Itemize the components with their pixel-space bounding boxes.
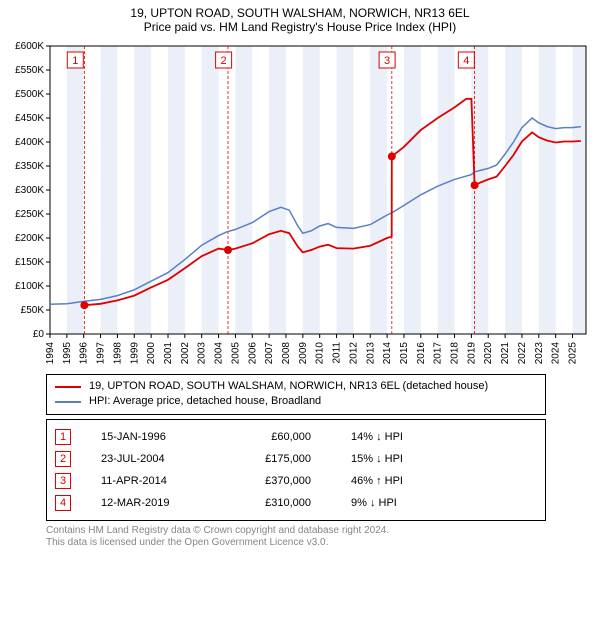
svg-text:2022: 2022 — [517, 342, 528, 365]
transaction-row: 2 23-JUL-2004£175,00015% ↓ HPI — [55, 448, 537, 470]
line-chart: £0 £50K £100K £150K £200K £250K £300K £350K £400… — [8, 38, 592, 368]
svg-text:2011: 2011 — [332, 342, 343, 364]
legend-swatch — [55, 401, 81, 403]
transaction-row: 1 15-JAN-1996£60,00014% ↓ HPI — [55, 426, 537, 448]
svg-text:2021: 2021 — [500, 342, 511, 365]
legend-item: HPI: Average price, detached house, Broa… — [55, 394, 537, 409]
transaction-diff: 14% ↓ HPI — [351, 431, 491, 443]
svg-text:£0: £0 — [33, 329, 45, 340]
legend: 19, UPTON ROAD, SOUTH WALSHAM, NORWICH, … — [46, 374, 546, 415]
transaction-marker: 2 — [55, 451, 71, 467]
svg-text:2023: 2023 — [534, 342, 545, 365]
svg-text:2017: 2017 — [433, 342, 444, 365]
svg-text:2024: 2024 — [551, 342, 562, 365]
svg-text:2003: 2003 — [197, 342, 208, 365]
svg-text:2025: 2025 — [568, 342, 579, 365]
svg-text:£450K: £450K — [15, 113, 44, 124]
transaction-row: 3 11-APR-2014£370,00046% ↑ HPI — [55, 470, 537, 492]
transaction-row: 4 12-MAR-2019£310,0009% ↓ HPI — [55, 492, 537, 514]
svg-text:1999: 1999 — [129, 342, 140, 365]
transaction-date: 15-JAN-1996 — [101, 431, 241, 443]
svg-text:2: 2 — [221, 55, 227, 67]
svg-text:2009: 2009 — [298, 342, 309, 365]
svg-text:2020: 2020 — [483, 342, 494, 365]
svg-text:2012: 2012 — [348, 342, 359, 365]
svg-text:1995: 1995 — [62, 342, 73, 365]
transaction-diff: 15% ↓ HPI — [351, 453, 491, 465]
svg-text:£50K: £50K — [21, 305, 45, 316]
svg-text:£400K: £400K — [15, 137, 44, 148]
svg-text:2004: 2004 — [214, 342, 225, 365]
svg-text:2000: 2000 — [146, 342, 157, 365]
svg-text:£500K: £500K — [15, 89, 44, 100]
transaction-price: £60,000 — [241, 431, 351, 443]
svg-text:£100K: £100K — [15, 281, 44, 292]
footer-line2: This data is licensed under the Open Gov… — [46, 537, 546, 550]
svg-text:3: 3 — [384, 55, 390, 67]
legend-label: HPI: Average price, detached house, Broa… — [89, 394, 321, 409]
svg-text:2002: 2002 — [180, 342, 191, 365]
svg-text:1994: 1994 — [45, 342, 56, 365]
footer-attribution: Contains HM Land Registry data © Crown c… — [46, 525, 546, 550]
transaction-price: £310,000 — [241, 497, 351, 509]
svg-text:£150K: £150K — [15, 257, 44, 268]
svg-text:1996: 1996 — [79, 342, 90, 365]
legend-swatch — [55, 386, 81, 388]
transaction-marker: 1 — [55, 429, 71, 445]
transaction-marker: 3 — [55, 473, 71, 489]
transaction-price: £175,000 — [241, 453, 351, 465]
svg-text:£250K: £250K — [15, 209, 44, 220]
svg-text:2019: 2019 — [466, 342, 477, 365]
transactions-table: 1 15-JAN-1996£60,00014% ↓ HPI 2 23-JUL-2004… — [46, 419, 546, 521]
chart-area: £0 £50K £100K £150K £200K £250K £300K £350K £400… — [8, 38, 592, 368]
svg-text:2018: 2018 — [450, 342, 461, 365]
transaction-date: 11-APR-2014 — [101, 475, 241, 487]
transaction-price: £370,000 — [241, 475, 351, 487]
svg-text:2001: 2001 — [163, 342, 174, 365]
svg-text:2015: 2015 — [399, 342, 410, 365]
title-sub: Price paid vs. HM Land Registry's House … — [8, 20, 592, 34]
svg-text:2006: 2006 — [247, 342, 258, 365]
svg-text:1998: 1998 — [112, 342, 123, 365]
svg-text:£600K: £600K — [15, 41, 44, 52]
transaction-marker: 4 — [55, 495, 71, 511]
svg-text:2010: 2010 — [315, 342, 326, 365]
transaction-diff: 46% ↑ HPI — [351, 475, 491, 487]
chart-titles: 19, UPTON ROAD, SOUTH WALSHAM, NORWICH, … — [8, 6, 592, 34]
transaction-date: 23-JUL-2004 — [101, 453, 241, 465]
legend-label: 19, UPTON ROAD, SOUTH WALSHAM, NORWICH, … — [89, 379, 488, 394]
svg-text:£200K: £200K — [15, 233, 44, 244]
transaction-diff: 9% ↓ HPI — [351, 497, 491, 509]
svg-text:2014: 2014 — [382, 342, 393, 365]
transaction-date: 12-MAR-2019 — [101, 497, 241, 509]
svg-text:2013: 2013 — [365, 342, 376, 365]
svg-text:1997: 1997 — [96, 342, 107, 365]
footer-line1: Contains HM Land Registry data © Crown c… — [46, 525, 546, 538]
svg-text:2005: 2005 — [230, 342, 241, 365]
svg-text:£350K: £350K — [15, 161, 44, 172]
title-address: 19, UPTON ROAD, SOUTH WALSHAM, NORWICH, … — [8, 6, 592, 20]
svg-text:£300K: £300K — [15, 185, 44, 196]
svg-text:£550K: £550K — [15, 65, 44, 76]
svg-text:2016: 2016 — [416, 342, 427, 365]
svg-text:4: 4 — [463, 55, 469, 67]
svg-text:2008: 2008 — [281, 342, 292, 365]
svg-text:1: 1 — [72, 55, 78, 67]
legend-item: 19, UPTON ROAD, SOUTH WALSHAM, NORWICH, … — [55, 379, 537, 394]
svg-text:2007: 2007 — [264, 342, 275, 365]
